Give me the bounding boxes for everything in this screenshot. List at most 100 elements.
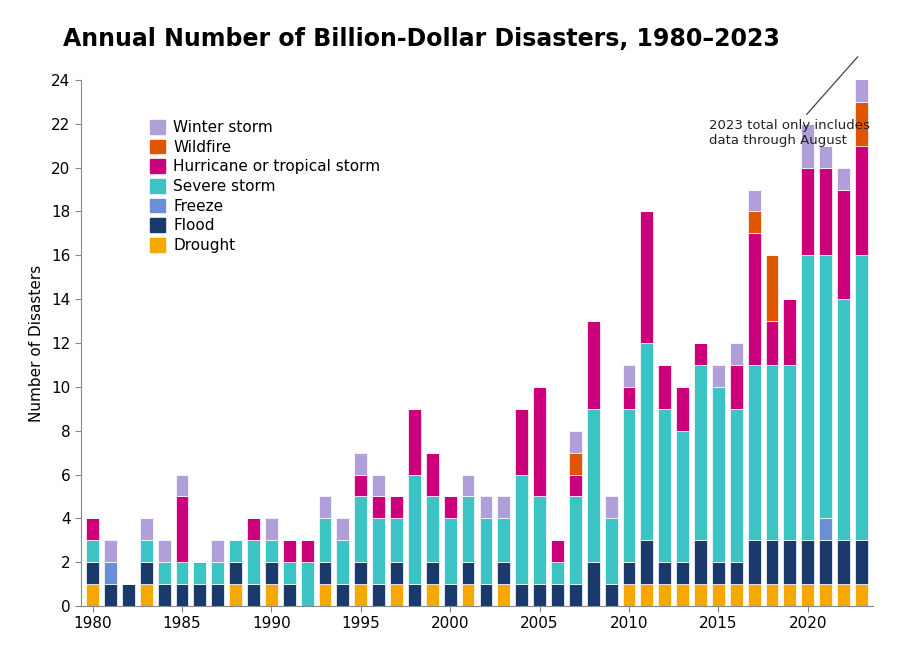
- Bar: [373, 518, 385, 584]
- Bar: [444, 584, 456, 606]
- Bar: [783, 584, 796, 606]
- Bar: [623, 409, 635, 562]
- Y-axis label: Number of Disasters: Number of Disasters: [30, 264, 44, 422]
- Bar: [766, 584, 778, 606]
- Bar: [605, 496, 617, 518]
- Bar: [658, 584, 671, 606]
- Bar: [248, 540, 260, 584]
- Bar: [212, 540, 224, 562]
- Bar: [783, 365, 796, 540]
- Bar: [462, 496, 474, 562]
- Bar: [426, 496, 438, 562]
- Bar: [283, 540, 296, 562]
- Bar: [766, 321, 778, 365]
- Bar: [462, 562, 474, 584]
- Bar: [355, 584, 367, 606]
- Bar: [801, 255, 814, 540]
- Bar: [140, 584, 153, 606]
- Bar: [855, 584, 868, 606]
- Bar: [516, 409, 528, 474]
- Bar: [212, 562, 224, 584]
- Bar: [319, 496, 331, 518]
- Bar: [390, 562, 403, 584]
- Bar: [301, 562, 313, 606]
- Bar: [480, 518, 492, 584]
- Bar: [766, 540, 778, 584]
- Bar: [390, 496, 403, 518]
- Bar: [712, 562, 724, 584]
- Bar: [230, 540, 242, 562]
- Bar: [551, 584, 564, 606]
- Bar: [86, 562, 99, 584]
- Bar: [766, 365, 778, 540]
- Bar: [176, 562, 188, 584]
- Bar: [855, 255, 868, 540]
- Bar: [819, 146, 832, 168]
- Bar: [730, 562, 742, 584]
- Bar: [408, 409, 421, 474]
- Bar: [837, 190, 850, 299]
- Bar: [230, 584, 242, 606]
- Bar: [104, 540, 117, 562]
- Bar: [355, 496, 367, 562]
- Bar: [408, 474, 421, 584]
- Bar: [533, 387, 546, 496]
- Bar: [230, 562, 242, 584]
- Bar: [86, 584, 99, 606]
- Bar: [194, 562, 206, 584]
- Bar: [122, 584, 135, 606]
- Bar: [86, 518, 99, 540]
- Bar: [569, 431, 581, 453]
- Bar: [265, 584, 278, 606]
- Bar: [587, 321, 599, 409]
- Bar: [140, 562, 153, 584]
- Bar: [819, 168, 832, 255]
- Bar: [730, 584, 742, 606]
- Bar: [783, 540, 796, 584]
- Bar: [265, 540, 278, 562]
- Bar: [855, 146, 868, 255]
- Bar: [283, 584, 296, 606]
- Bar: [730, 365, 742, 409]
- Bar: [176, 584, 188, 606]
- Bar: [694, 540, 706, 584]
- Bar: [104, 562, 117, 584]
- Bar: [301, 540, 313, 562]
- Bar: [444, 496, 456, 518]
- Text: Annual Number of Billion-Dollar Disasters, 1980–2023: Annual Number of Billion-Dollar Disaster…: [63, 27, 780, 51]
- Bar: [104, 584, 117, 606]
- Bar: [837, 584, 850, 606]
- Bar: [176, 474, 188, 496]
- Bar: [283, 562, 296, 584]
- Bar: [855, 540, 868, 584]
- Bar: [140, 540, 153, 562]
- Bar: [462, 584, 474, 606]
- Bar: [748, 584, 760, 606]
- Bar: [158, 562, 171, 584]
- Bar: [658, 365, 671, 409]
- Bar: [337, 584, 349, 606]
- Bar: [819, 584, 832, 606]
- Bar: [819, 518, 832, 540]
- Bar: [676, 562, 689, 584]
- Bar: [390, 584, 403, 606]
- Bar: [337, 540, 349, 584]
- Bar: [783, 299, 796, 365]
- Bar: [337, 518, 349, 540]
- Bar: [641, 540, 653, 584]
- Bar: [801, 124, 814, 168]
- Bar: [158, 584, 171, 606]
- Bar: [623, 387, 635, 409]
- Bar: [516, 584, 528, 606]
- Bar: [265, 562, 278, 584]
- Bar: [658, 562, 671, 584]
- Bar: [426, 453, 438, 496]
- Bar: [355, 562, 367, 584]
- Bar: [355, 474, 367, 496]
- Bar: [766, 255, 778, 321]
- Bar: [533, 584, 546, 606]
- Bar: [569, 453, 581, 474]
- Bar: [265, 518, 278, 540]
- Bar: [801, 584, 814, 606]
- Text: 2023 total only includes
data through August: 2023 total only includes data through Au…: [709, 57, 870, 147]
